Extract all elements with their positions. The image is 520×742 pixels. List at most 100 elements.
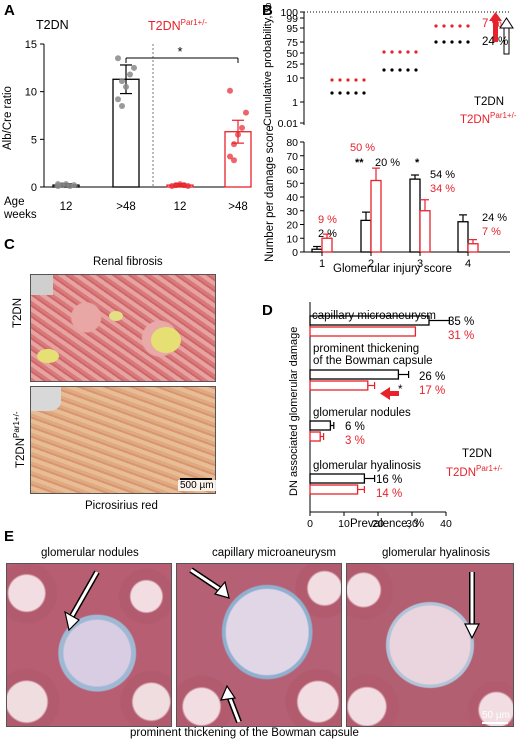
panel-a-point [243,109,249,116]
panel-b-bottom-bar [409,178,421,253]
panel-b-top-y-tick-label: 10 [286,73,298,85]
histology-glomerular-nodules [6,563,172,727]
panel-b-top-black-dot [442,40,446,44]
panel-b-legend-mut: T2DNPar1+/- [460,111,517,126]
panel-d-cat3-red: 3 % [345,435,365,447]
panel-b-top-red-dot [466,24,470,28]
panel-b-bottom-bar [311,248,323,253]
panel-b-anno-s3-sig: * [415,157,420,169]
panel-d-cat3-black: 6 % [345,421,365,433]
panel-d-cat2-sig: * [398,384,403,396]
panel-c-scalebar [180,478,212,480]
panel-a-y-tick-label: 10 [25,87,37,99]
panel-a-point [239,124,245,131]
panel-a-y-tick-label: 5 [31,134,37,146]
panel-d-x-tick-label: 40 [440,518,452,530]
panel-d-cat2-black: 26 % [419,371,446,383]
panel-d-bar [309,431,321,442]
panel-b-bottom-x-tick-label: 4 [465,258,471,270]
panel-d-x-tick-label: 0 [307,518,313,530]
panel-b-top-red-arrow-shaft [493,20,498,42]
panel-a-point [235,131,241,138]
panel-a-age-label: Age weeks [4,196,37,221]
panel-a-x-label: 12 [174,201,187,213]
panel-b-bottom-y-tick-label: 10 [286,233,298,245]
panel-d-bar [309,473,366,484]
panel-b-annot-red: 7 % [482,18,502,30]
panel-d-cat3-label: glomerular nodules [313,407,411,419]
panel-b-top-red-dot [398,50,402,54]
panel-e-title-3: glomerular hyalinosis [382,547,491,559]
picrosirius-image-t2dn [30,274,216,382]
panel-a-x-label: >48 [228,201,248,213]
panel-b-top-red-dot [346,78,350,82]
panel-b-top-red-dot [382,50,386,54]
panel-d-bar [309,326,417,337]
panel-b-top-y-tick-label: 99 [286,13,298,25]
panel-d-cat1-black: 35 % [448,316,475,328]
panel-a-label: A [4,2,15,19]
panel-b-top-black-dot [330,91,334,95]
panel-b-annot-black: 24 % [482,36,509,48]
panel-d-legend-mut: T2DNPar1+/- [446,464,503,479]
panel-a-point [127,71,133,78]
histology-glomerular-hyalinosis [346,563,514,727]
panel-a-point [123,83,129,90]
panel-b-bottom-bar [419,210,431,253]
panel-c-row1-label: T2DN [12,297,24,328]
panel-e-scalebar-label: 50 µm [482,710,510,721]
panel-b-anno-s2-black: 20 % [375,157,400,169]
panel-a-sig-star: * [177,44,182,59]
panel-b-legend-t2dn: T2DN [474,96,505,108]
panel-b-top-y-tick-label: 1 [292,97,298,109]
panel-b-anno-s2-sig: ** [355,157,364,169]
panel-d-cat4-label: glomerular hyalinosis [313,460,422,472]
panel-b-anno-s3-red: 34 % [430,183,455,195]
panel-a-point [119,102,125,109]
panel-b-top-black-dot [338,91,342,95]
panel-d-ylabel: DN associated glomerular damage [288,326,300,496]
panel-a-group-t2dn: T2DN [36,18,69,32]
panel-b-anno-s4-red: 7 % [482,226,501,238]
panel-d-cat2-label: prominent thickening of the Bowman capsul… [313,343,433,367]
panel-d-xlabel: Prevalence, % [350,518,425,530]
panel-b-top-red-dot [414,50,418,54]
panel-b-top-black-dot [398,68,402,72]
panel-e-title-1: glomerular nodules [41,547,139,559]
panel-a-point [119,78,125,85]
panel-b-top-y-tick-label: 100 [280,7,298,19]
panel-b-bottom-ylabel: Number per damage score [264,125,276,262]
panel-d-bar [309,369,400,380]
panel-b-top-red-dot [434,24,438,28]
panel-b-anno-s2-red: 50 % [350,142,375,154]
panel-b-top-red-dot [442,24,446,28]
panel-b-top-red-dot [406,50,410,54]
panel-b-bottom-y-tick-label: 60 [286,165,298,177]
panel-c-title: Renal fibrosis [93,256,163,268]
panel-b-top-y-tick-label: 25 [286,59,298,71]
panel-b-top-black-dot [406,68,410,72]
panel-b-top-red-arrow-head [489,12,502,21]
panel-a-point [131,64,137,71]
panel-b-top-red-dot [330,78,334,82]
panel-a-point [55,181,61,188]
picrosirius-image-mut [30,386,216,494]
histology-capillary-microaneurysm [176,563,342,727]
panel-b-anno-s4-black: 24 % [482,212,507,224]
panel-b-top-y-tick-label: 75 [286,37,298,49]
panel-b-bottom-bar [321,237,333,253]
panel-b-top-black-dot [414,68,418,72]
panel-b-top-black-arrow-head [499,17,514,29]
panel-b-top-black-dot [450,40,454,44]
panel-b-top-black-dot [382,68,386,72]
panel-c-caption: Picrosirius red [85,500,158,512]
panel-b-top-black-dot [434,40,438,44]
panel-d-cat1-red: 31 % [448,330,475,342]
panel-e-scalebar [482,722,508,724]
panel-b-top-y-tick-label: 95 [286,23,298,35]
panel-c-row2-label: T2DNPar1+/- [12,411,27,469]
panel-b-anno-s1-black: 2 % [318,228,337,240]
panel-b-bottom-y-tick-label: 50 [286,178,298,190]
panel-d-cat1-label: capillary microaneurysm [312,310,436,322]
